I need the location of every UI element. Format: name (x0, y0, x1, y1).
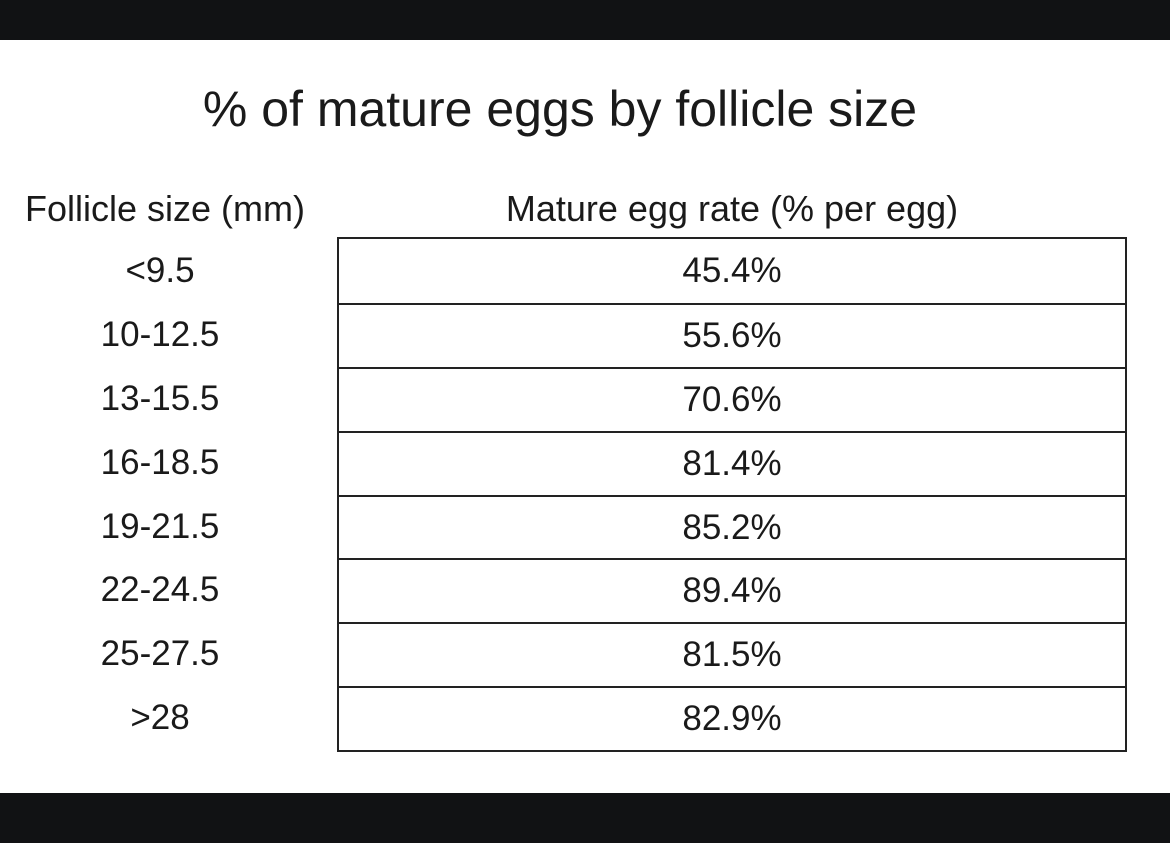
value-cell: 82.9% (339, 686, 1125, 750)
row-label: 22-24.5 (100, 570, 220, 610)
column-header: Mature egg rate (% per egg) (505, 188, 959, 229)
bottom-bar (0, 793, 1170, 843)
top-bar (0, 0, 1170, 40)
row-label: >28 (130, 698, 190, 738)
row-label: <9.5 (125, 251, 195, 290)
table-box: 45.4% 55.6% 70.6% 81.4% 85.2% 89.4% 81.5% 82.9% (337, 237, 1127, 752)
value-cell: 81.5% (339, 622, 1125, 686)
row-label: 10-12.5 (100, 314, 220, 354)
column-header: Follicle size (mm) (24, 188, 305, 229)
value-cell: 45.4% (682, 251, 782, 290)
value-cell: 55.6% (339, 302, 1125, 367)
row-label: 13-15.5 (100, 378, 220, 418)
row-label: 16-18.5 (100, 442, 220, 482)
value-cell: 70.6% (339, 366, 1125, 431)
row-label: 19-21.5 (100, 506, 220, 546)
value-cell: 89.4% (339, 558, 1125, 622)
title: % of mature eggs by follicle size (202, 81, 918, 137)
row-label: 25-27.5 (100, 634, 220, 674)
value-cell: 85.2% (339, 494, 1125, 559)
value-cell: 81.4% (339, 430, 1125, 495)
